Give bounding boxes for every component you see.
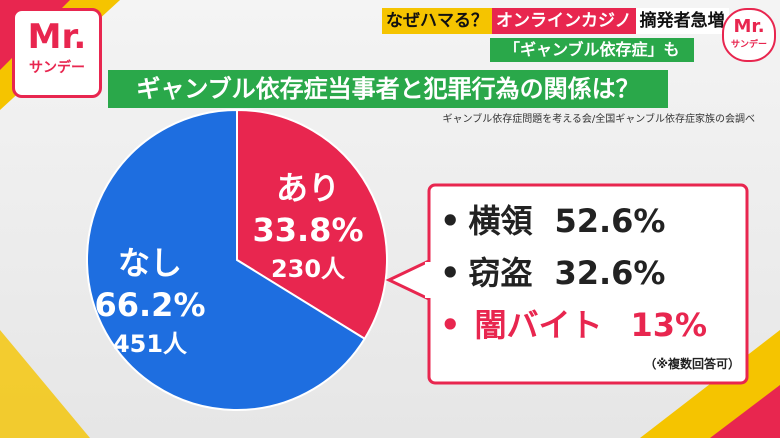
corner-red [710, 385, 780, 438]
headline-tag: なぜハマる？ [382, 8, 492, 34]
logo-small: Mr. サンデー [722, 8, 776, 62]
pie-slice [86, 108, 367, 411]
logo-show: サンデー [730, 40, 767, 50]
corner-yellow [0, 330, 90, 438]
slice-count: 451人 [113, 330, 187, 358]
source: ギャンブル依存症問題を考える会/全国ギャンブル依存症家族の会調べ [442, 114, 755, 125]
headline: なぜハマる？ オンラインカジノ 摘発者急増 [382, 8, 729, 34]
callout-item: • 窃盗 32.6% [440, 247, 740, 299]
callout-join [425, 262, 433, 298]
slice-label: あり [276, 169, 340, 207]
slice-value: 66.2% [94, 286, 205, 324]
callout-box [385, 183, 749, 385]
item-value: 52.6% [554, 202, 666, 240]
item-label: 窃盗 [468, 254, 533, 292]
slice-count: 230人 [271, 255, 345, 283]
pie-slice [236, 108, 388, 341]
callout-note: （※複数回答可） [644, 357, 740, 371]
item-value: 13% [630, 306, 708, 344]
callout-item: • 横領 52.6% [440, 195, 740, 247]
bullet: • [440, 306, 461, 344]
headline-sub: 「ギャンブル依存症」も [490, 38, 694, 62]
logo-show: サンデー [29, 60, 85, 76]
bullet: • [440, 254, 461, 292]
item-value: 32.6% [554, 254, 666, 292]
callout-pointer [385, 257, 433, 303]
item-label: 横領 [468, 202, 533, 240]
headline-topic: オンラインカジノ [492, 8, 636, 34]
logo: Mr. サンデー [12, 8, 102, 98]
logo-brand: Mr. [27, 17, 87, 57]
slice-label: なし [118, 244, 182, 282]
item-label: 闇バイト [474, 306, 603, 344]
bullet: • [440, 202, 461, 240]
callout-item: • 闇バイト 13% [440, 299, 740, 351]
chart-title: ギャンブル依存症当事者と犯罪行為の関係は？ [108, 70, 668, 108]
slice-value: 33.8% [252, 211, 363, 249]
headline-rest: 摘発者急増 [635, 8, 729, 34]
callout: • 横領 52.6% • 窃盗 32.6% • 闇バイト 13% （※複数回答可） [440, 195, 740, 372]
logo-brand: Mr. [733, 16, 765, 37]
